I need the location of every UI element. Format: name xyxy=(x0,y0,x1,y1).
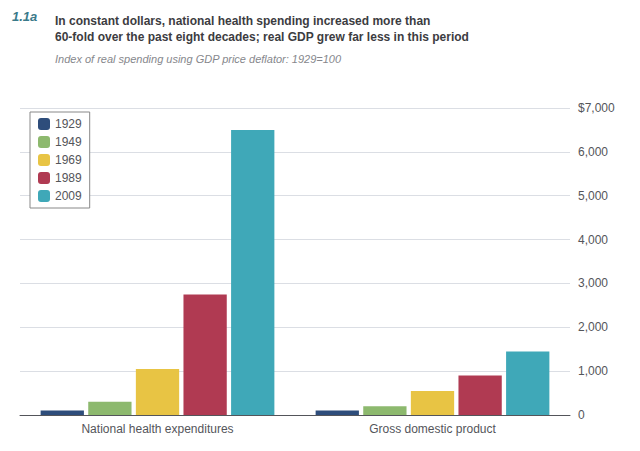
svg-text:In constant dollars, national: In constant dollars, national health spe… xyxy=(55,14,430,28)
svg-text:1969: 1969 xyxy=(55,153,82,167)
svg-text:6,000: 6,000 xyxy=(578,145,608,159)
svg-text:2,000: 2,000 xyxy=(578,320,608,334)
svg-text:Gross domestic product: Gross domestic product xyxy=(369,422,496,436)
svg-text:$7,000: $7,000 xyxy=(578,101,615,115)
svg-text:1989: 1989 xyxy=(55,171,82,185)
svg-text:60-fold over the past eight de: 60-fold over the past eight decades; rea… xyxy=(55,30,469,44)
svg-text:3,000: 3,000 xyxy=(578,276,608,290)
svg-text:National health expenditures: National health expenditures xyxy=(81,422,233,436)
svg-text:1,000: 1,000 xyxy=(578,364,608,378)
svg-text:1929: 1929 xyxy=(55,117,82,131)
svg-text:1949: 1949 xyxy=(55,135,82,149)
svg-text:2009: 2009 xyxy=(55,189,82,203)
svg-text:1.1a: 1.1a xyxy=(12,9,37,24)
svg-text:0: 0 xyxy=(578,408,585,422)
svg-text:Index of real spending using G: Index of real spending using GDP price d… xyxy=(55,53,342,65)
svg-text:4,000: 4,000 xyxy=(578,233,608,247)
svg-text:5,000: 5,000 xyxy=(578,189,608,203)
